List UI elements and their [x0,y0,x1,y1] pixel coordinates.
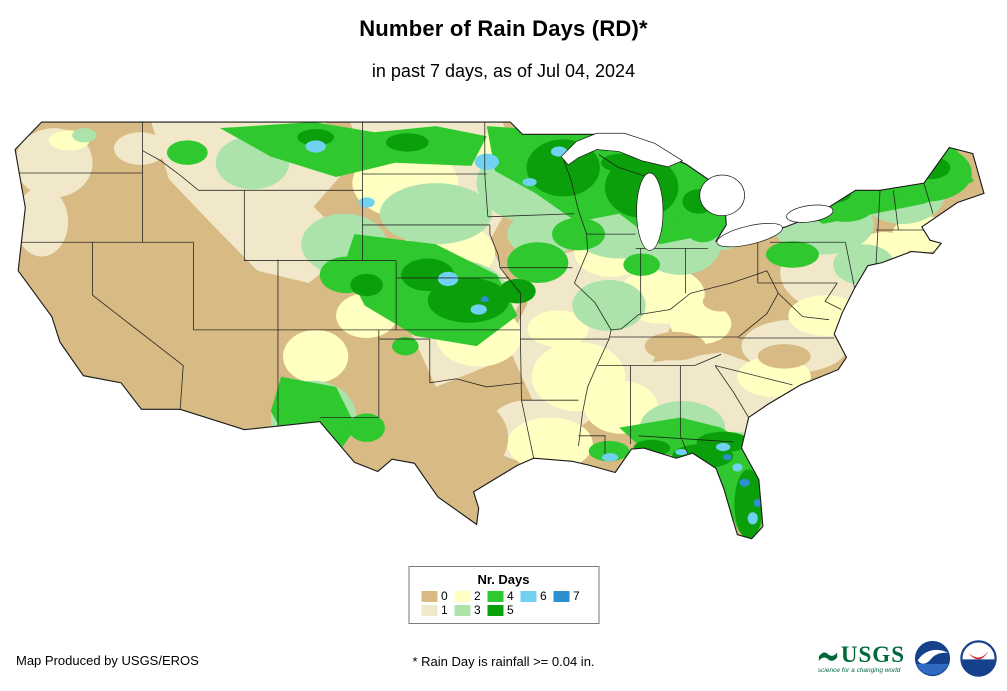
legend-item-3: 3 [454,603,487,617]
legend-swatch-0 [421,591,437,602]
legend-swatch-2 [454,591,470,602]
legend-item-0: 0 [421,589,454,603]
us-map-svg [14,121,985,540]
nws-logo-icon [960,640,997,677]
legend-label-1: 1 [441,603,448,617]
great-lakes [560,132,834,251]
rain-days-6-regions [305,140,758,525]
legend-title: Nr. Days [477,572,530,587]
legend-swatch-6 [520,591,536,602]
lake-ontario [786,204,834,223]
legend: Nr. Days 0 2 4 6 7 1 3 5 [408,566,599,624]
page-subtitle: in past 7 days, as of Jul 04, 2024 [371,61,636,81]
noaa-logo-icon [914,640,951,677]
legend-swatch-7 [553,591,569,602]
legend-item-7: 7 [553,589,586,603]
legend-label-3: 3 [474,603,481,617]
legend-swatch-1 [421,605,437,616]
map-credit: Map Produced by USGS/EROS [16,653,199,668]
legend-label-5: 5 [507,603,514,617]
legend-swatch-4 [487,591,503,602]
lake-huron [699,174,745,217]
rain-days-0-patches [414,291,811,479]
usgs-logo: USGS science for a changing world [818,643,905,674]
usgs-wave-icon [818,652,838,661]
legend-label-0: 0 [441,589,448,603]
rain-days-7-regions [480,296,762,508]
legend-item-1: 1 [421,603,454,617]
legend-item-2: 2 [454,589,487,603]
legend-item-5: 5 [487,603,520,617]
legend-label-7: 7 [573,589,580,603]
legend-label-2: 2 [474,589,481,603]
nws-logo [960,640,997,677]
usgs-tagline: science for a changing world [817,667,901,674]
legend-item-4: 4 [487,589,520,603]
legend-label-6: 6 [540,589,547,603]
legend-swatch-3 [454,605,470,616]
page-title: Number of Rain Days (RD)* [359,16,648,41]
legend-grid: 0 2 4 6 7 1 3 5 [421,589,586,617]
legend-item-6: 6 [520,589,553,603]
rain-day-note: * Rain Day is rainfall >= 0.04 in. [412,654,595,669]
lake-erie [716,223,783,248]
state-borders [18,122,934,459]
us-outline [14,121,985,540]
us-rain-days-map [8,120,986,568]
lake-superior [560,132,684,168]
lake-michigan [636,172,664,251]
legend-swatch-5 [487,605,503,616]
legend-label-4: 4 [507,589,514,603]
noaa-logo [914,640,951,677]
agency-logos: USGS science for a changing world [818,640,997,677]
usgs-wordmark: USGS [840,642,905,667]
